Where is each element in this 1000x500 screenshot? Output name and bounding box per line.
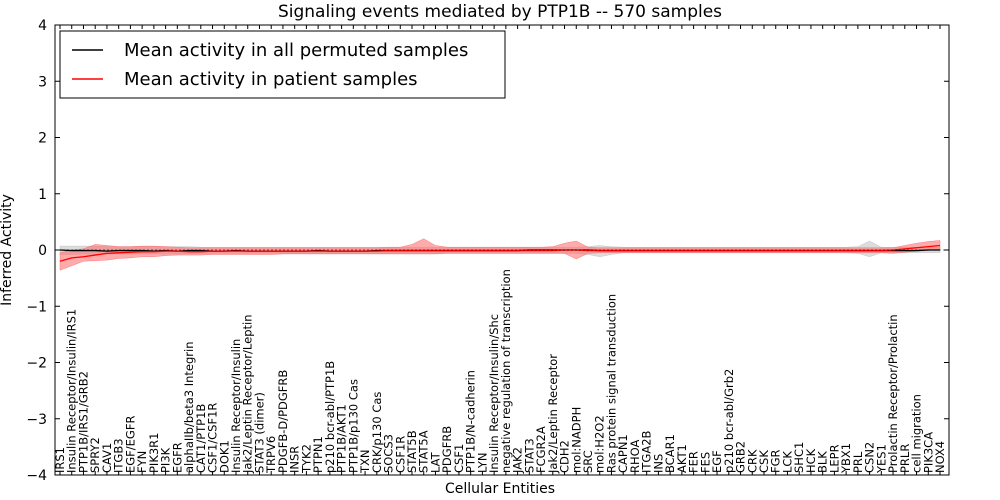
x-tick-label: Insulin Receptor/Insulin/Shc: [487, 314, 501, 473]
y-tick-label: −2: [26, 356, 47, 372]
x-tick-label: CRK: [745, 449, 759, 473]
x-tick-label: FGR: [769, 449, 783, 473]
series-lines: [55, 244, 949, 262]
y-tick-label: −1: [26, 299, 47, 315]
x-tick-label: PTP1B/N-cadherin: [464, 370, 478, 473]
x-tick-label: TXN: [358, 449, 372, 474]
x-tick-label: mol:NADPH: [569, 407, 583, 473]
y-axis-title: Inferred Activity: [0, 194, 15, 306]
x-tick-label: LAT: [428, 451, 442, 473]
x-tick-label: CAPN1: [616, 434, 630, 473]
x-tick-label: PIK3CA: [921, 432, 935, 473]
x-tick-label: HCK: [804, 448, 818, 473]
x-tick-label: PIK3R1: [147, 433, 161, 474]
x-tick-label: SRC: [581, 450, 595, 473]
x-tick-label: STAT5B: [405, 430, 419, 473]
x-tick-label: p210 bcr-abl/PTP1B: [323, 361, 337, 473]
x-tick-label: Prolactin Receptor/Prolactin: [886, 314, 900, 473]
x-tick-label: EGFR: [170, 442, 184, 473]
x-tick-label: SOCS3: [382, 434, 396, 473]
x-axis-title: Cellular Entities: [445, 481, 555, 497]
y-tick-label: −4: [26, 468, 47, 484]
x-tick-label: BLK: [816, 451, 830, 473]
x-tick-label: PTP1B/AKT1: [335, 404, 349, 473]
x-tick-label: CAV1: [100, 443, 114, 473]
line-patient: [59, 244, 941, 262]
x-tick-label: CRK/p130 Cas: [370, 392, 384, 473]
x-tick-label: INSR: [288, 446, 302, 473]
legend-label-permuted: Mean activity in all permuted samples: [124, 40, 468, 61]
x-tick-label: cell migration: [910, 394, 924, 473]
legend-label-patient: Mean activity in patient samples: [124, 69, 418, 90]
band-patient: [59, 238, 941, 271]
x-tick-label: PRLR: [898, 444, 912, 473]
x-tick-label: negative regulation of transcription: [499, 269, 513, 473]
y-tick-label: 4: [38, 18, 47, 34]
x-tick-label: Jak2/Leptin Receptor/Leptin: [241, 315, 255, 474]
chart-title: Signaling events mediated by PTP1B -- 57…: [278, 2, 722, 22]
x-tick-label: alphaIIb/beta3 Integrin: [182, 341, 196, 473]
y-tick-label: 3: [38, 74, 47, 90]
x-tick-label: TYK2: [299, 444, 313, 474]
legend-box: [59, 30, 506, 99]
x-tick-label: SPRY2: [88, 437, 102, 473]
x-tick-label: PDGFB-D/PDGFRB: [276, 370, 290, 473]
x-tick-label: ITGA2B: [640, 430, 654, 473]
x-tick-label: PTP1B/p130 Cas: [346, 379, 360, 473]
x-tick-label: CSF1: [452, 444, 466, 473]
x-tick-label: PRL: [851, 451, 865, 473]
x-tick-label: mol:H2O2: [593, 415, 607, 473]
x-tick-label: LCK: [780, 451, 794, 473]
x-tick-label: Insulin Receptor/Insulin/IRS1: [65, 309, 79, 473]
x-tick-label: STAT3 (dimer): [252, 392, 266, 473]
x-tick-label: Jak2/Leptin Receptor: [546, 354, 560, 474]
x-tick-label: CSF1/CSF1R: [206, 403, 220, 473]
x-tick-label: IRS1: [53, 447, 67, 473]
x-tick-label: INS: [651, 454, 665, 473]
x-tick-label: RHOA: [628, 440, 642, 473]
x-tick-label: YES1: [874, 444, 888, 474]
x-tick-label: FES: [698, 452, 712, 473]
x-tick-label: CSF1R: [393, 436, 407, 473]
x-tick-label: STAT5A: [417, 430, 431, 473]
x-tick-label: EGF: [710, 450, 724, 473]
x-tick-label: CAT1/PTP1B: [194, 404, 208, 473]
x-tick-label: Ras protein signal transduction: [604, 294, 618, 473]
x-tick-label: FYN: [135, 451, 149, 473]
x-tick-label: EGF/EGFR: [123, 416, 137, 473]
legend: Mean activity in all permuted samples Me…: [59, 30, 506, 99]
x-tick-label: TRPV6: [264, 436, 278, 474]
x-tick-label: p210 bcr-abl/Grb2: [722, 369, 736, 473]
x-tick-label: LEPR: [827, 444, 841, 473]
y-tick-label: 1: [38, 187, 47, 203]
x-tick-label: AKT1: [675, 444, 689, 473]
x-tick-label: SHC1: [792, 442, 806, 473]
confidence-bands: [59, 238, 941, 271]
x-tick-label: CSN2: [863, 442, 877, 473]
x-tick-label: PTPN1: [311, 436, 325, 473]
x-tick-label: PTP1B/IRS1/GRB2: [76, 371, 90, 473]
x-tick-label: CDH2: [558, 440, 572, 473]
x-tick-label: DOK1: [217, 440, 231, 473]
x-tick-label: BCAR1: [663, 434, 677, 473]
y-tick-label: 2: [38, 131, 47, 147]
x-tick-label: FCGR2A: [534, 426, 548, 473]
x-tick-label: GRB2: [734, 441, 748, 473]
x-tick-label: JAK2: [511, 447, 525, 474]
x-tick-label: YBX1: [839, 443, 853, 474]
x-tick-label: CSK: [757, 450, 771, 473]
y-axis-ticks: 4 3 2 1 0 −1 −2 −3 −4: [26, 18, 949, 484]
y-tick-label: −3: [26, 412, 47, 428]
x-tick-label: STAT3: [522, 438, 536, 473]
x-tick-label: LYN: [475, 452, 489, 473]
x-tick-label: NOX4: [933, 441, 947, 473]
x-tick-label: ITGB3: [112, 438, 126, 473]
x-tick-label: Insulin Receptor/Insulin: [229, 339, 243, 473]
x-tick-label: FER: [687, 451, 701, 473]
y-tick-label: 0: [38, 243, 47, 259]
x-tick-label: PDGFRB: [440, 426, 454, 473]
x-tick-label: PI3K: [159, 447, 173, 473]
